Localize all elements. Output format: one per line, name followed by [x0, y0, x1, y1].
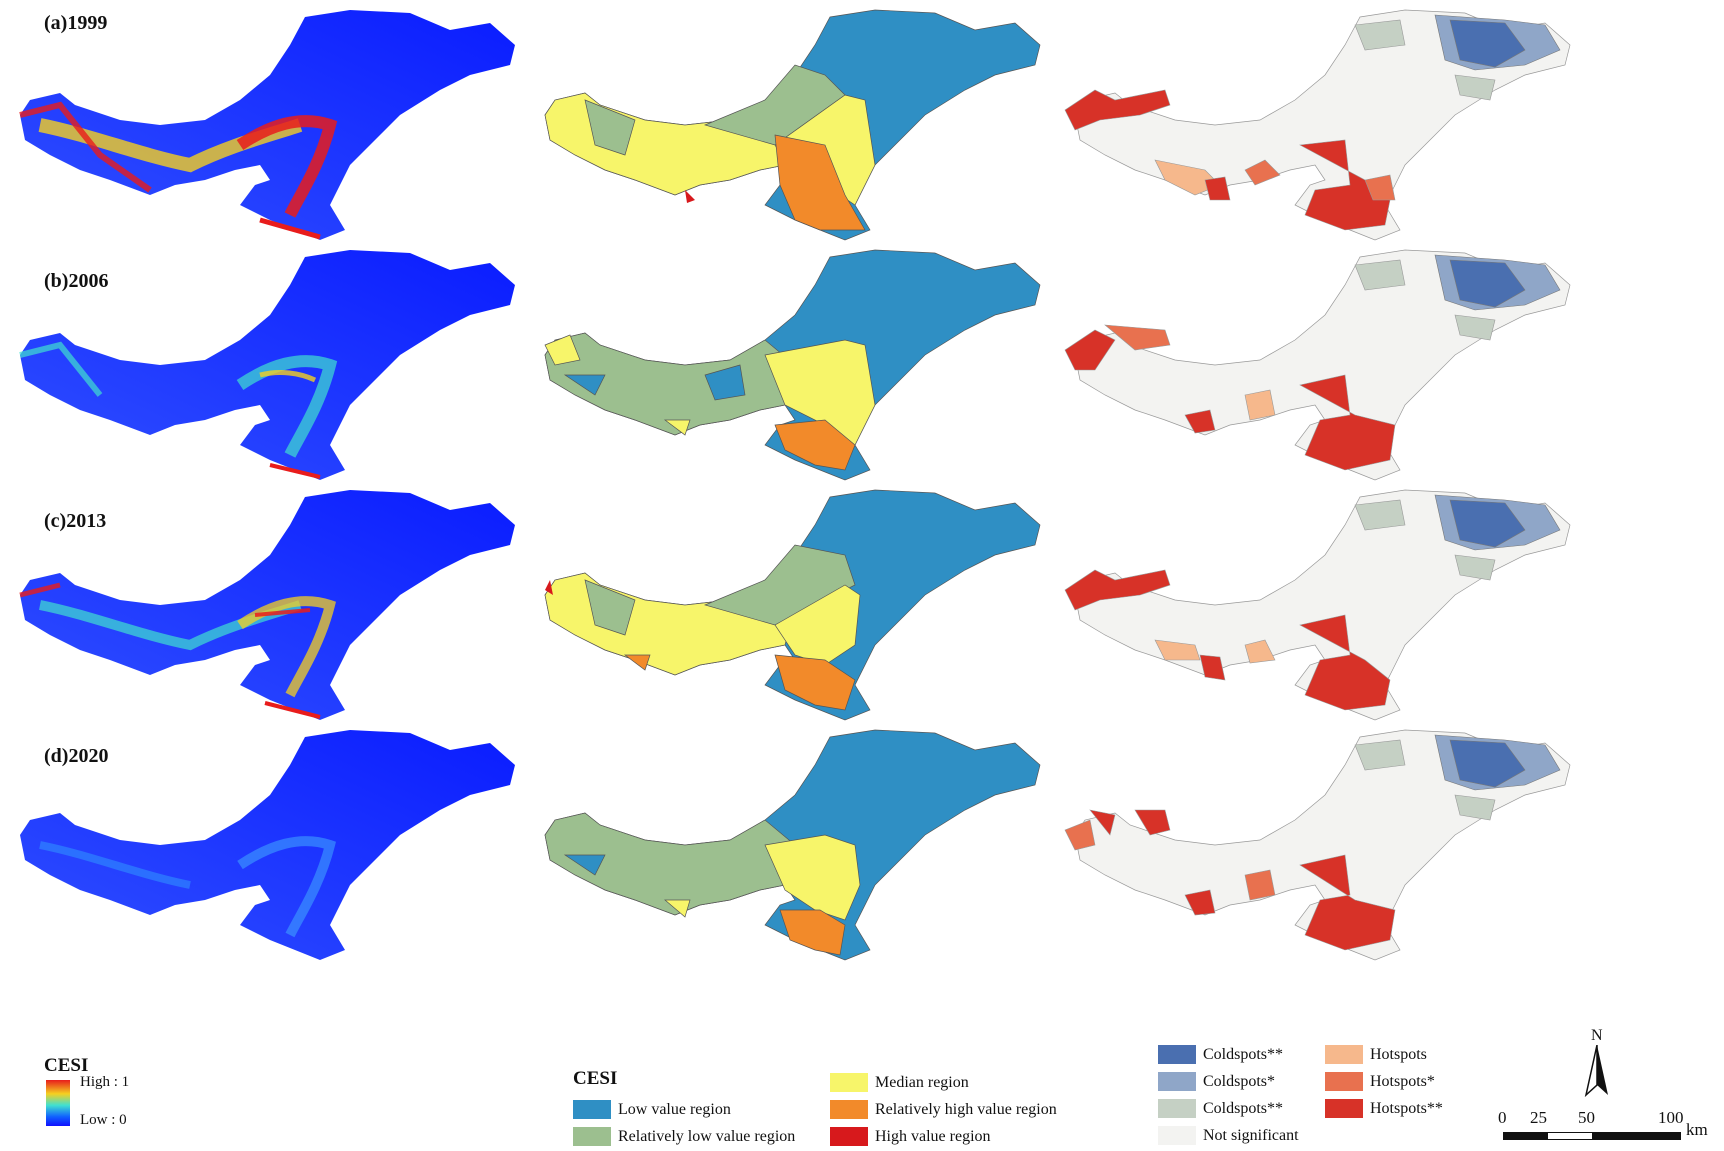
class-map-2013: [544, 489, 1041, 721]
hotspot-legend-coldspots-2: Coldspots**: [1158, 1045, 1283, 1064]
swatch-hotspots-1: [1325, 1072, 1363, 1091]
swatch-hotspots-2: [1325, 1099, 1363, 1118]
scale-tick-100: 100: [1658, 1108, 1684, 1127]
class-map-2006: [544, 249, 1041, 481]
scale-unit: km: [1686, 1120, 1708, 1139]
north-arrow-icon: [1584, 1045, 1608, 1097]
class-legend-high: High value region: [830, 1127, 991, 1146]
hotspot-legend-coldspots-light: Coldspots**: [1158, 1099, 1283, 1118]
class-map-1999: [544, 9, 1041, 241]
panel-label-1999: (a)1999: [44, 12, 108, 34]
raster-legend-high: High : 1: [80, 1074, 130, 1090]
swatch-high: [830, 1127, 868, 1146]
swatch-coldspots-2: [1158, 1045, 1196, 1064]
scale-tick-0: 0: [1498, 1108, 1507, 1127]
hotspot-legend-not-significant: Not significant: [1158, 1126, 1299, 1145]
class-legend-title: CESI: [573, 1068, 618, 1089]
raster-legend-title: CESI: [44, 1055, 89, 1076]
class-map-2020: [544, 729, 1041, 961]
swatch-median: [830, 1073, 868, 1092]
class-legend-rel-high: Relatively high value region: [830, 1100, 1057, 1119]
swatch-rel-high: [830, 1100, 868, 1119]
class-legend-median: Median region: [830, 1073, 969, 1092]
swatch-rel-low: [573, 1127, 611, 1146]
swatch-low: [573, 1100, 611, 1119]
raster-map-2020: [20, 730, 515, 960]
swatch-coldspots-light: [1158, 1099, 1196, 1118]
raster-legend-low: Low : 0: [80, 1112, 127, 1128]
panel-label-2020: (d)2020: [44, 745, 109, 767]
hotspot-map-2006: [1064, 249, 1571, 481]
swatch-not-significant: [1158, 1126, 1196, 1145]
panel-label-2013: (c)2013: [44, 510, 107, 532]
scale-tick-50: 50: [1578, 1108, 1595, 1127]
raster-map-2013: [19, 490, 515, 720]
scale-bar: [1503, 1132, 1681, 1140]
hotspot-map-2020: [1064, 729, 1571, 961]
class-legend-low: Low value region: [573, 1100, 731, 1119]
raster-color-ramp: [46, 1080, 70, 1126]
scale-tick-25: 25: [1530, 1108, 1547, 1127]
swatch-coldspots-1: [1158, 1072, 1196, 1091]
class-legend-rel-low: Relatively low value region: [573, 1127, 795, 1146]
hotspot-legend-hotspots: Hotspots: [1325, 1045, 1427, 1064]
hotspot-map-2013: [1064, 489, 1571, 721]
raster-map-2006: [19, 250, 515, 480]
hotspot-legend-hotspots-1: Hotspots*: [1325, 1072, 1435, 1091]
panel-label-2006: (b)2006: [44, 270, 109, 292]
north-label: N: [1591, 1027, 1603, 1044]
hotspot-legend-coldspots-1: Coldspots*: [1158, 1072, 1275, 1091]
raster-map-1999: [19, 10, 515, 240]
hotspot-legend-hotspots-2: Hotspots**: [1325, 1099, 1443, 1118]
hotspot-map-1999: [1064, 9, 1571, 241]
swatch-hotspots: [1325, 1045, 1363, 1064]
